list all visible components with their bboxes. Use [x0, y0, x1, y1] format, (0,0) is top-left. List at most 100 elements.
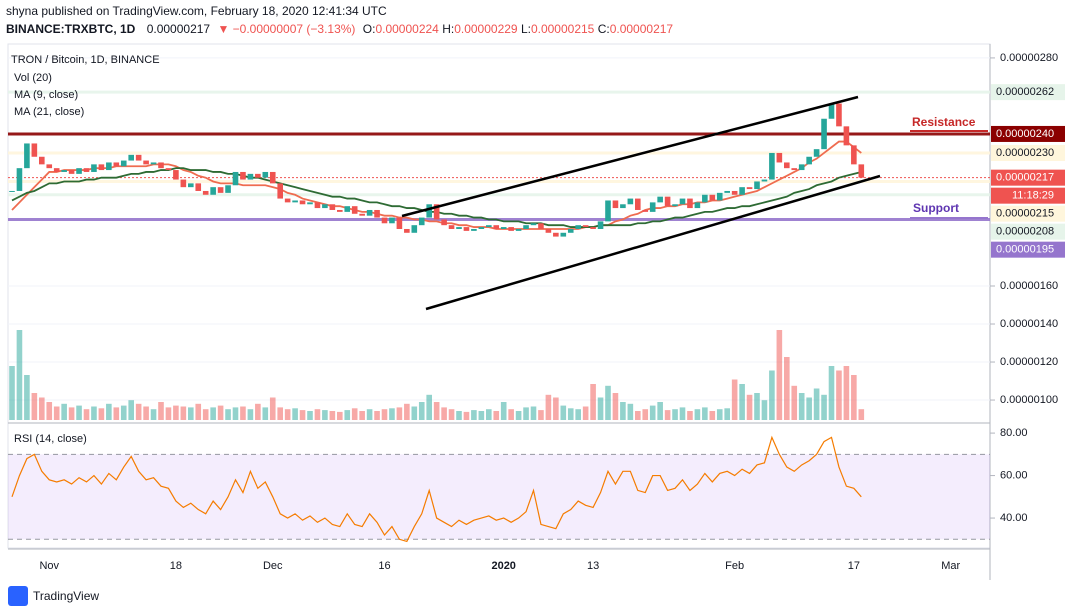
rsi-tick-label: 40.00	[1000, 512, 1028, 524]
price-badge	[991, 84, 1065, 101]
candle-body	[269, 171, 276, 184]
price-badge-label: 0.00000262	[996, 86, 1054, 98]
price-badge	[991, 125, 1065, 142]
volume-bar	[471, 410, 477, 420]
volume-bar	[217, 405, 224, 420]
candle-body	[143, 160, 149, 165]
candle-body	[761, 179, 768, 182]
volume-bar	[441, 407, 447, 420]
candle-body	[560, 232, 567, 237]
x-tick-label: Feb	[725, 560, 744, 572]
volume-bar	[791, 385, 798, 420]
candle-body	[16, 168, 23, 191]
candle-body	[627, 198, 634, 205]
volume-bar	[188, 407, 194, 420]
volume-bar	[694, 409, 701, 420]
candle-body	[553, 232, 559, 237]
volume-bar	[567, 408, 574, 420]
volume-bar	[463, 411, 470, 420]
volume-bar	[351, 408, 358, 420]
channel-lower	[425, 174, 881, 311]
volume-bar	[374, 411, 380, 420]
c-label: C:	[598, 22, 610, 36]
volume-bar	[813, 388, 820, 420]
volume-bar	[761, 400, 768, 420]
volume-bar	[307, 411, 313, 420]
candle-body	[337, 209, 343, 212]
candle-body	[456, 227, 462, 229]
volume-bar	[836, 370, 842, 420]
volume-bar	[389, 408, 395, 420]
candle-body	[463, 227, 470, 231]
volume-bar	[411, 406, 418, 420]
volume-bar	[515, 411, 522, 420]
volume-bar	[843, 366, 850, 420]
candle-body	[307, 202, 313, 205]
volume-bar	[232, 407, 239, 420]
candle-body	[39, 156, 45, 165]
candle-body	[165, 168, 172, 171]
volume-bar	[605, 385, 611, 420]
candle-body	[664, 196, 671, 207]
candle-body	[635, 198, 641, 210]
y-tick-label: 0.00000280	[1000, 52, 1058, 64]
candle-body	[530, 223, 537, 226]
candle-body	[135, 154, 142, 161]
candle-body	[523, 225, 529, 229]
volume-bar	[784, 357, 790, 420]
candle-body	[448, 225, 455, 229]
candle-body	[292, 200, 298, 203]
published-line: shyna published on TradingView.com, Febr…	[6, 4, 387, 18]
candle-body	[262, 171, 269, 178]
volume-bar	[39, 397, 45, 420]
volume-bar	[16, 330, 23, 420]
candle-body	[597, 221, 604, 229]
candle-body	[798, 164, 805, 171]
candle-body	[247, 173, 254, 180]
o-label: O:	[363, 22, 376, 36]
candle-body	[299, 200, 306, 205]
volume-bar	[404, 403, 410, 420]
legend-vol: Vol (20)	[14, 72, 52, 84]
candle-body	[709, 194, 716, 201]
volume-bar	[284, 409, 291, 420]
rsi-line	[11, 435, 862, 543]
volume-bar	[806, 397, 812, 420]
price-badge-label: 0.00000208	[996, 226, 1054, 238]
volume-bar	[642, 409, 649, 420]
candle-body	[210, 187, 216, 195]
candle-body	[545, 228, 552, 233]
candle-body	[232, 171, 239, 186]
volume-bar	[269, 397, 276, 420]
volume-bar	[418, 402, 425, 420]
candle-body	[813, 149, 820, 157]
candle-body	[426, 204, 432, 218]
volume-bar	[68, 407, 75, 420]
candle-body	[76, 168, 82, 174]
price-badge	[991, 241, 1065, 258]
resistance-label: Resistance	[912, 115, 976, 129]
x-tick-label: 18	[170, 560, 182, 572]
volume-bar	[240, 406, 246, 420]
candle-body	[113, 162, 120, 167]
volume-bar	[582, 406, 589, 420]
candle-body	[68, 170, 75, 174]
y-tick-label: 0.00000140	[1000, 318, 1058, 330]
price-badge-label: 0.00000217	[996, 172, 1054, 184]
price-badge-label: 0.00000195	[996, 244, 1054, 256]
candle-body	[486, 225, 492, 228]
volume-bar	[664, 410, 671, 420]
volume-bar	[523, 407, 529, 420]
candle-body	[746, 187, 753, 190]
candle-body	[150, 162, 157, 165]
candle-body	[441, 219, 447, 226]
candle-body	[351, 206, 358, 214]
volume-bar	[702, 407, 708, 420]
price-badge	[991, 187, 1065, 204]
candle-body	[284, 198, 291, 203]
candle-body	[83, 168, 90, 172]
candle-body	[851, 145, 857, 165]
volume-bar	[538, 410, 544, 420]
volume-bar	[672, 409, 678, 420]
candle-body	[605, 200, 611, 222]
